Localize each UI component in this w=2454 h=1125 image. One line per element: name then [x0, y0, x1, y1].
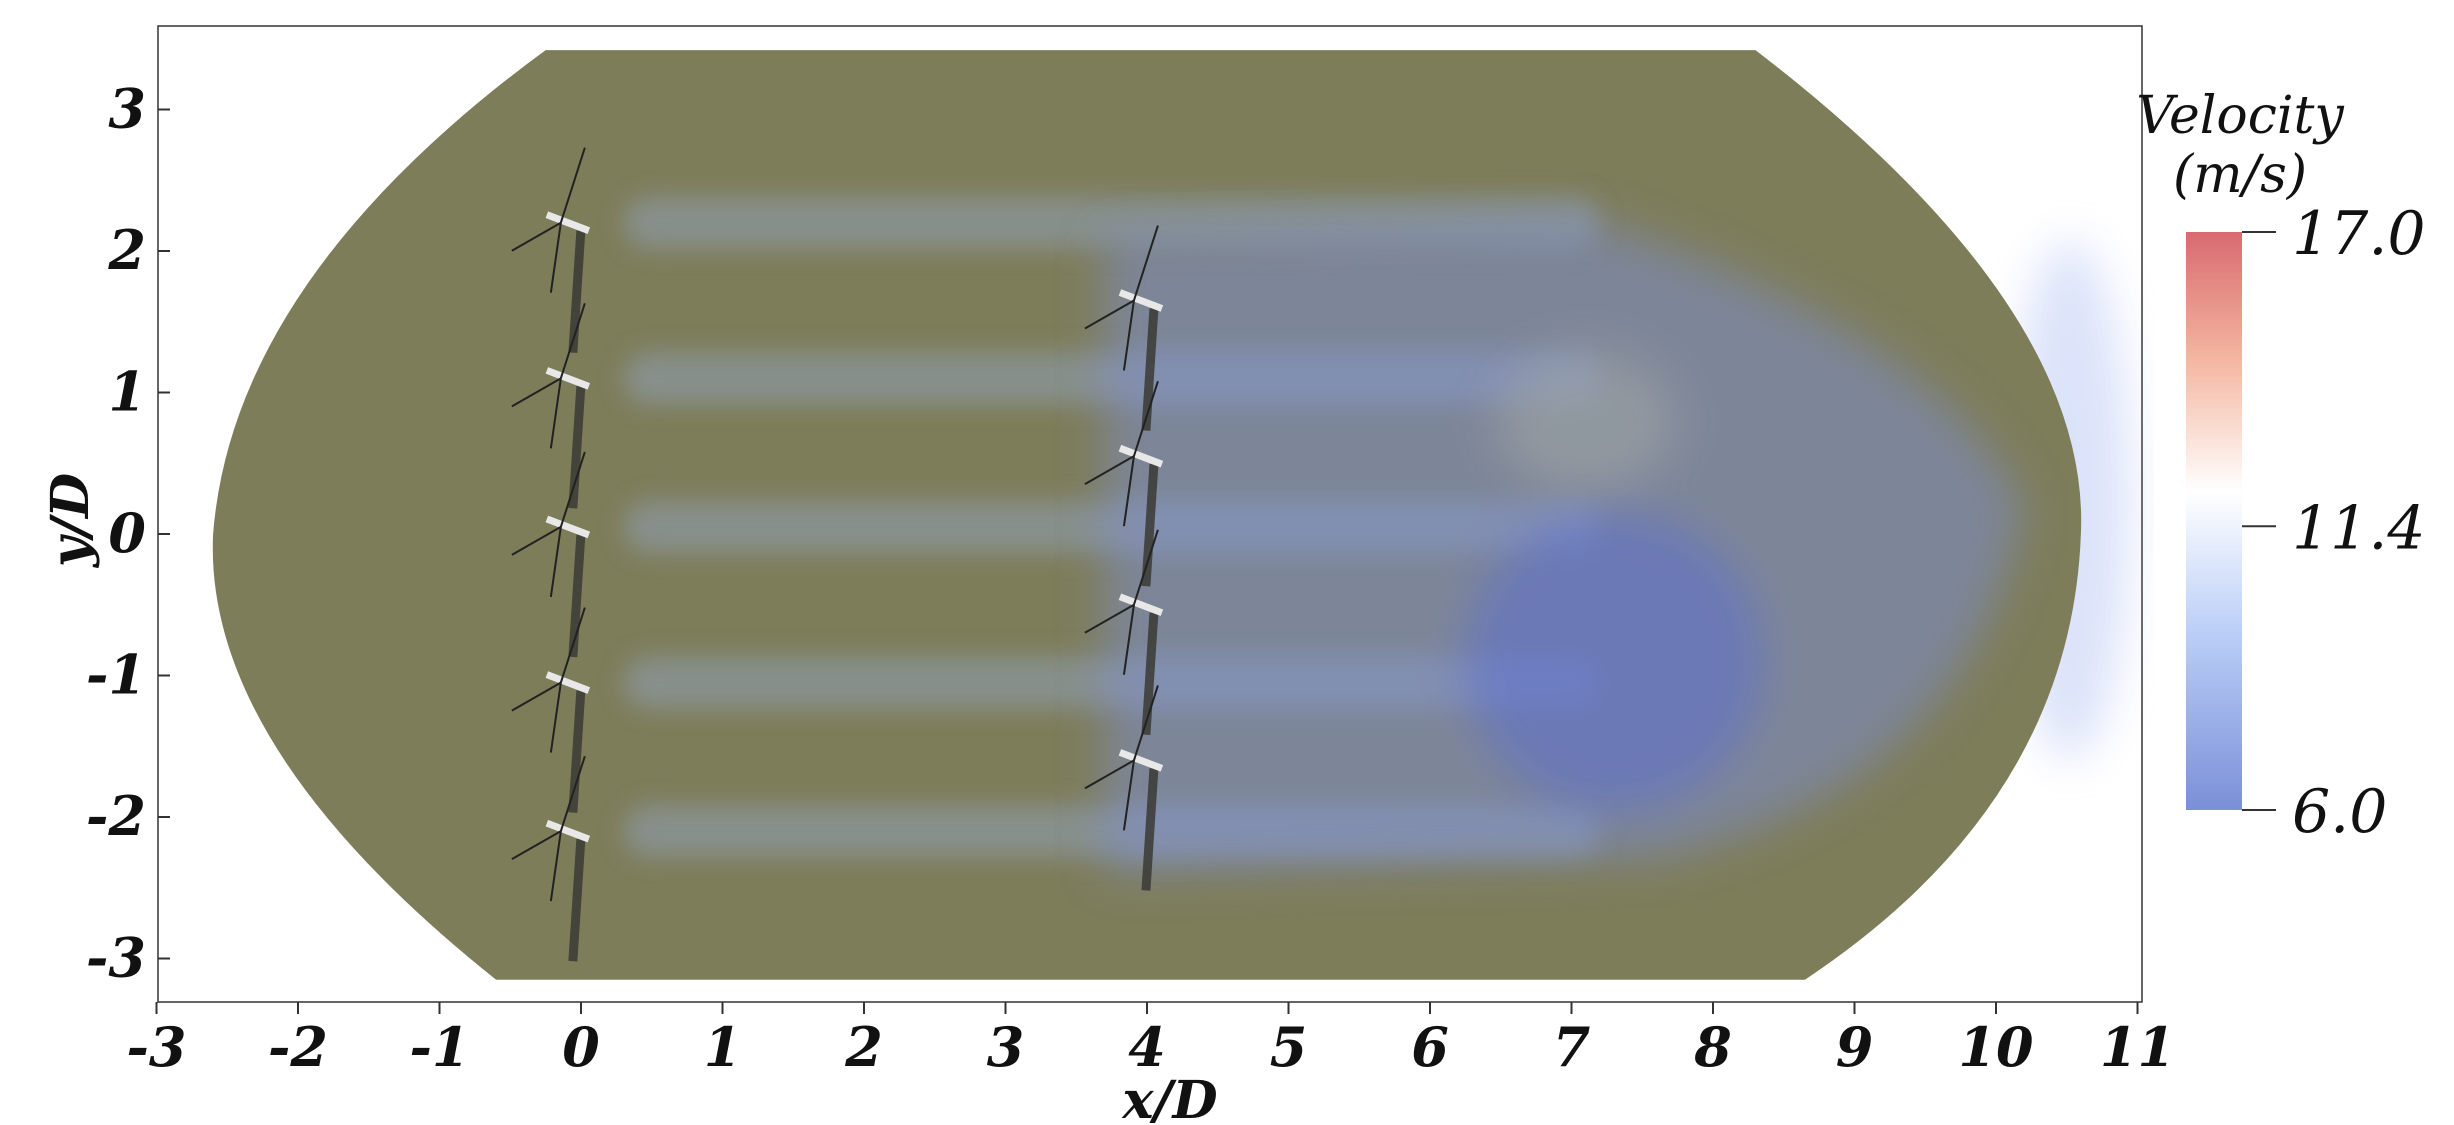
wind-turbine	[511, 147, 591, 353]
x-tick-label: 2	[844, 1015, 883, 1079]
wind-turbine	[511, 451, 591, 658]
x-tick-label: 0	[562, 1015, 600, 1079]
x-axis-label: x/D	[1121, 1070, 1217, 1125]
colorbar-tick-label: 6.0	[2292, 777, 2387, 847]
wind-turbine	[1084, 685, 1164, 891]
colorbar-ticks: 17.0 11.4 6.0	[2242, 199, 2426, 847]
x-tick-label: -3	[127, 1015, 187, 1079]
colorbar-tick-label: 17.0	[2292, 199, 2426, 269]
wind-turbine	[1084, 225, 1164, 431]
x-tick-label: 7	[1553, 1015, 1591, 1079]
colorbar-tick-label: 11.4	[2292, 493, 2426, 563]
colorbar: Velocity (m/s) 17.0 11.4 6.0	[2136, 86, 2425, 847]
y-axis-label: y/D	[40, 473, 101, 568]
x-tick-label: 6	[1411, 1015, 1449, 1079]
x-tick-label: 3	[987, 1015, 1025, 1079]
y-tick-label: -3	[86, 926, 146, 990]
y-tick-label: 0	[108, 501, 146, 565]
wake-highlight	[1495, 350, 1676, 491]
x-tick-label: 1	[704, 1015, 742, 1079]
y-tick-label: 2	[107, 218, 146, 282]
x-axis: -3 -2 -1 0 1 2 3 4 5 6 7 8 9 10 11	[127, 1002, 2175, 1079]
x-tick-label: 8	[1693, 1015, 1732, 1079]
colorbar-gradient	[2186, 232, 2242, 810]
x-tick-label: 4	[1128, 1015, 1166, 1079]
wind-turbine	[511, 755, 591, 962]
colorbar-title-line2: (m/s)	[2173, 145, 2307, 205]
wind-turbine	[1084, 529, 1164, 736]
x-tick-label: 5	[1270, 1015, 1308, 1079]
y-tick-label: 1	[108, 360, 146, 424]
x-tick-label: 9	[1836, 1015, 1874, 1079]
y-tick-label: -1	[86, 643, 146, 707]
colorbar-title-line1: Velocity	[2136, 86, 2344, 146]
wake-core	[1463, 511, 1764, 812]
turbine-layer	[511, 147, 1164, 962]
x-tick-label: -1	[410, 1015, 470, 1079]
flow-domain	[212, 50, 2082, 980]
y-tick-label: -2	[86, 784, 146, 848]
x-tick-label: 11	[2100, 1015, 2175, 1079]
x-tick-label: -2	[268, 1015, 328, 1079]
y-axis: 3 2 1 0 -1 -2 -3	[86, 77, 170, 990]
y-tick-label: 3	[108, 77, 146, 141]
x-tick-label: 10	[1958, 1015, 2033, 1079]
wake-layer	[623, 196, 2025, 874]
